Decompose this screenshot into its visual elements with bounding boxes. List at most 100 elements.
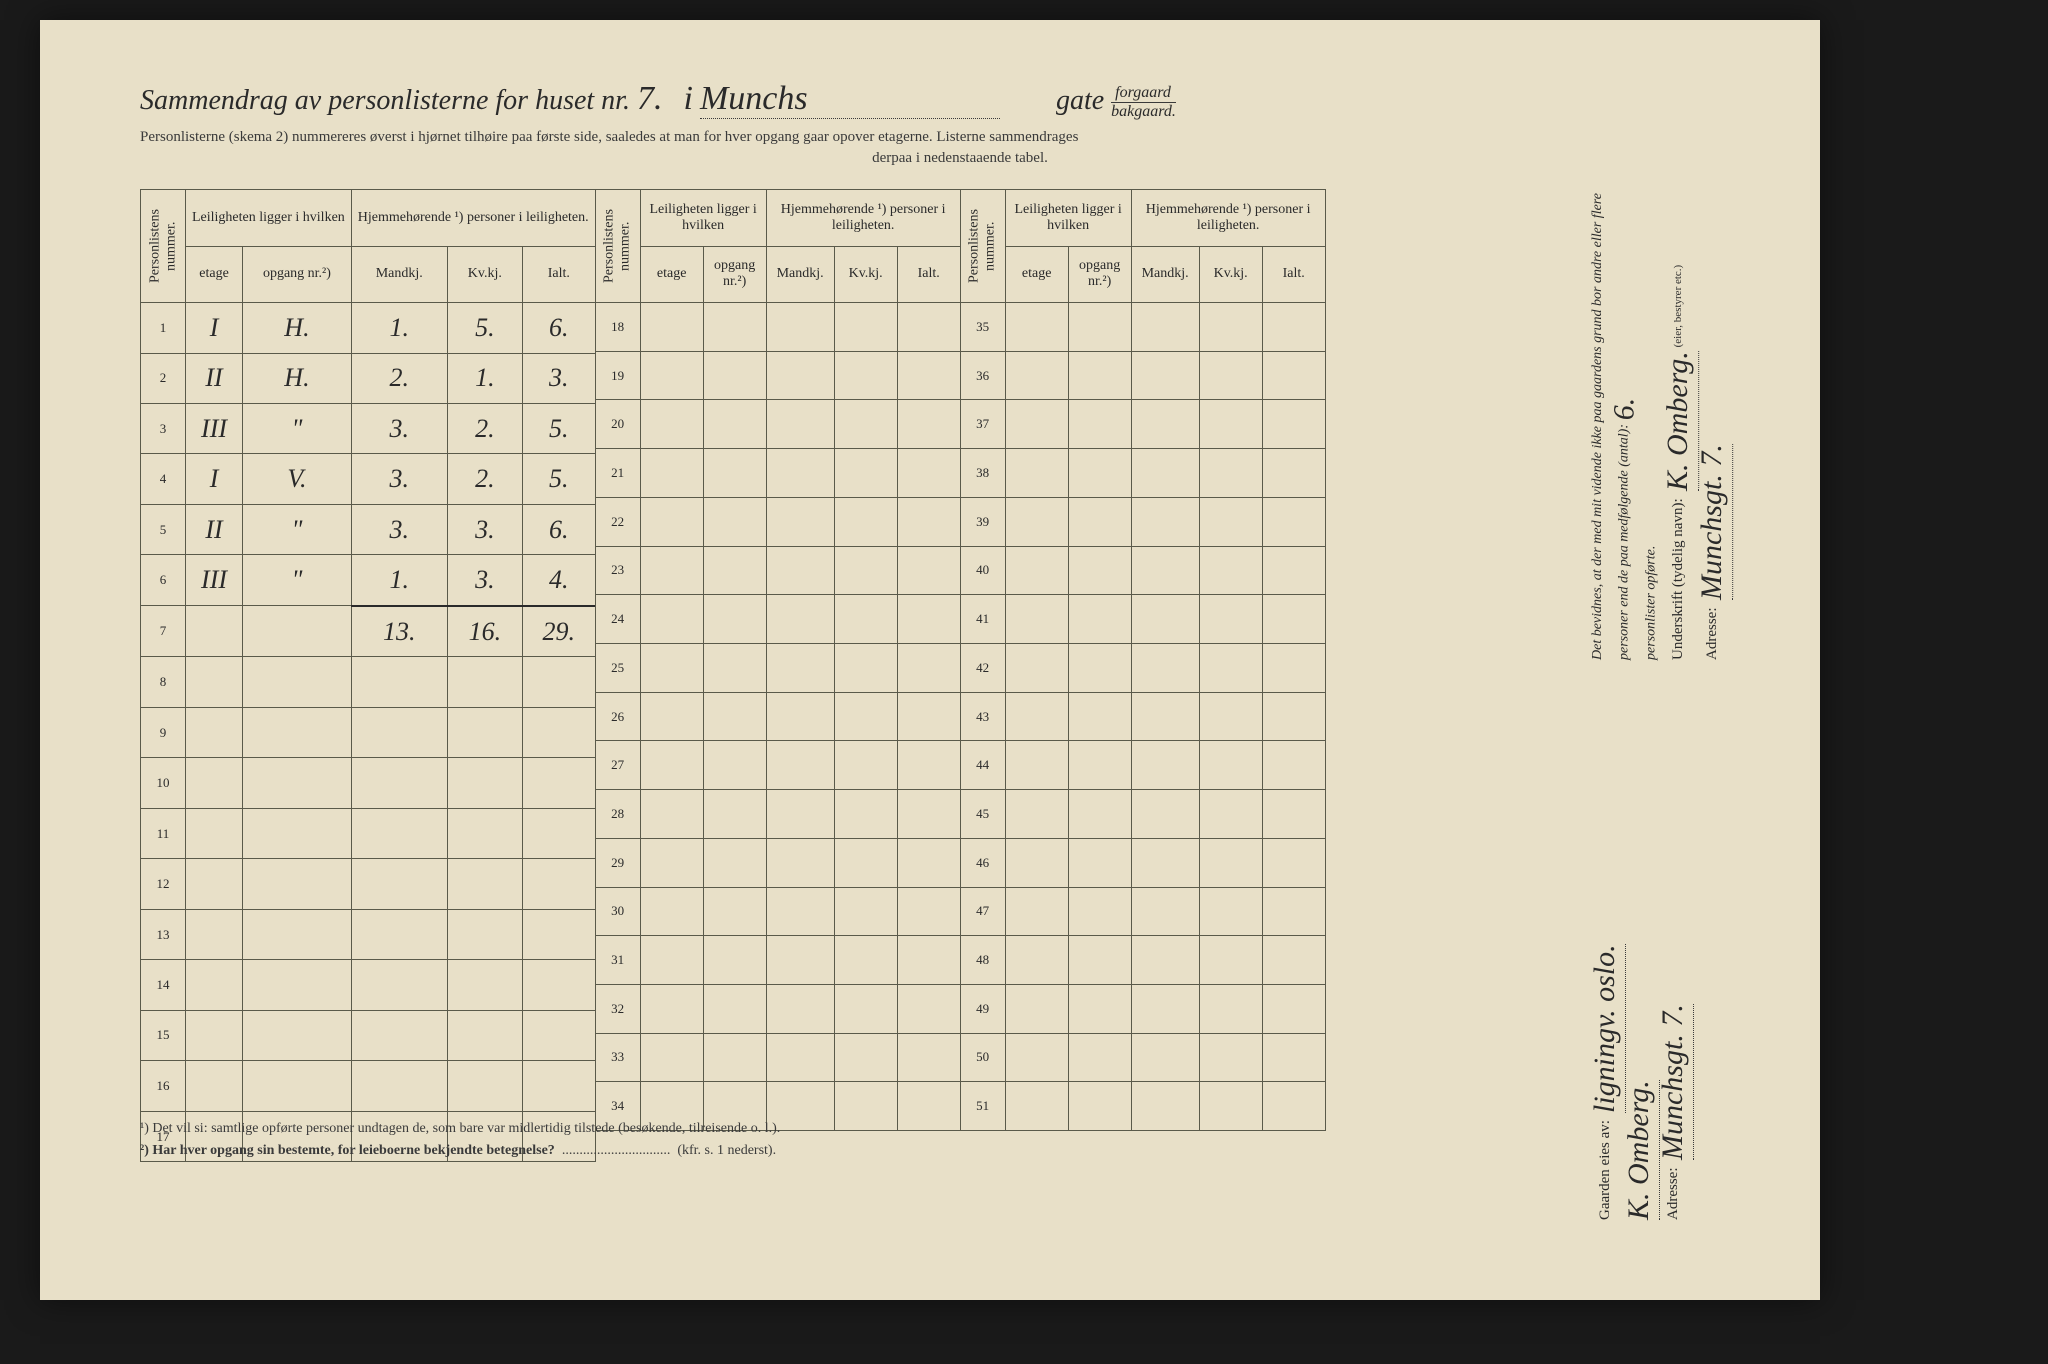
- adresse-label-2: Adresse:: [1704, 608, 1720, 661]
- col-personlistens-nummer: Personlistens nummer.: [141, 190, 186, 303]
- row-number: 51: [960, 1082, 1005, 1131]
- cell-kvkj: 5.: [447, 303, 522, 353]
- cell-ialt: 4.: [522, 555, 595, 606]
- table-row-empty: 23: [595, 546, 960, 595]
- row-number: 35: [960, 303, 1005, 352]
- table-row-empty: 10: [141, 758, 596, 808]
- col-mandkj-3: Mandkj.: [1131, 246, 1199, 303]
- cell-mandkj: 2.: [351, 353, 447, 403]
- row-number: 37: [960, 400, 1005, 449]
- table-row-empty: 18: [595, 303, 960, 352]
- col-leiligheten-3: Leiligheten ligger i hvilken: [1005, 190, 1131, 247]
- table-row-empty: 16: [141, 1061, 596, 1111]
- table-row-empty: 13: [141, 909, 596, 959]
- cell-mandkj: 3.: [351, 454, 447, 504]
- cell-opgang: H.: [243, 303, 352, 353]
- row-number: 10: [141, 758, 186, 808]
- table-row: 4IV.3.2.5.: [141, 454, 596, 504]
- adresse-handwritten: Munchsgt. 7.: [1656, 1004, 1694, 1160]
- table-row-empty: 43: [960, 692, 1325, 741]
- gate-label: gate: [1056, 85, 1104, 116]
- table-row-empty: 38: [960, 449, 1325, 498]
- document-page: Sammendrag av personlisterne for huset n…: [40, 20, 1820, 1300]
- cell-mandkj: 1.: [351, 303, 447, 353]
- cell-opgang: V.: [243, 454, 352, 504]
- col-opgang-2: opgang nr.²): [703, 246, 766, 303]
- col-opgang-3: opgang nr.²): [1068, 246, 1131, 303]
- title-line: Sammendrag av personlisterne for huset n…: [140, 80, 1780, 121]
- col-leiligheten-2: Leiligheten ligger i hvilken: [640, 190, 766, 247]
- declaration-block: Det bevidnes, at der med mit vidende ikk…: [1588, 140, 1729, 660]
- row-number: 9: [141, 707, 186, 757]
- table-row: 1IH.1.5.6.: [141, 303, 596, 353]
- sum-row: 713.16.29.: [141, 606, 596, 657]
- row-number: 50: [960, 1033, 1005, 1082]
- col-kvkj-3: Kv.kj.: [1199, 246, 1262, 303]
- row-number: 21: [595, 449, 640, 498]
- cell-opgang: ": [243, 555, 352, 606]
- row-number: 47: [960, 887, 1005, 936]
- sum-ialt: 29.: [522, 606, 595, 657]
- table-row-empty: 30: [595, 887, 960, 936]
- table-row-empty: 40: [960, 546, 1325, 595]
- table-row-empty: 19: [595, 351, 960, 400]
- col-ialt-2: Ialt.: [897, 246, 960, 303]
- cell-mandkj: 3.: [351, 404, 447, 454]
- row-number: 33: [595, 1033, 640, 1082]
- table-row-empty: 51: [960, 1082, 1325, 1131]
- row-number: 2: [141, 353, 186, 403]
- row-number: 27: [595, 741, 640, 790]
- table-row-empty: 49: [960, 984, 1325, 1033]
- cell-empty: [243, 606, 352, 657]
- table-row-empty: 36: [960, 351, 1325, 400]
- cell-kvkj: 2.: [447, 404, 522, 454]
- cell-ialt: 5.: [522, 404, 595, 454]
- table-row-empty: 32: [595, 984, 960, 1033]
- cell-kvkj: 1.: [447, 353, 522, 403]
- col-opgang: opgang nr.²): [243, 246, 352, 303]
- table-row-empty: 22: [595, 497, 960, 546]
- cell-etage: III: [186, 404, 243, 454]
- antal-handwritten: 6.: [1608, 398, 1641, 421]
- col-etage: etage: [186, 246, 243, 303]
- census-table-block-1: Personlistens nummer. Leiligheten ligger…: [140, 189, 596, 1162]
- table-row-empty: 42: [960, 644, 1325, 693]
- row-number: 1: [141, 303, 186, 353]
- title-prefix: Sammendrag av personlisterne for huset n…: [140, 85, 630, 116]
- cell-etage: II: [186, 504, 243, 554]
- table-row-empty: 39: [960, 497, 1325, 546]
- right-vertical-panel: Det bevidnes, at der med mit vidende ikk…: [1570, 140, 1770, 1200]
- sum-mandkj: 13.: [351, 606, 447, 657]
- declaration-text: Det bevidnes, at der med mit vidende ikk…: [1590, 193, 1632, 660]
- forgaard-label: forgaard: [1111, 84, 1176, 103]
- cell-opgang: ": [243, 404, 352, 454]
- cell-etage: I: [186, 454, 243, 504]
- row-number: 5: [141, 504, 186, 554]
- subtitle-1: Personlisterne (skema 2) nummereres øver…: [140, 129, 1780, 146]
- table-row: 5II"3.3.6.: [141, 504, 596, 554]
- table-row-empty: 45: [960, 790, 1325, 839]
- table-row-empty: 33: [595, 1033, 960, 1082]
- cell-etage: III: [186, 555, 243, 606]
- col-hjemmehorende-3: Hjemmehørende ¹) personer i leiligheten.: [1131, 190, 1325, 247]
- signature-handwritten: K. Omberg.: [1661, 351, 1699, 491]
- row-number: 43: [960, 692, 1005, 741]
- table-row-empty: 44: [960, 741, 1325, 790]
- table-row-empty: 28: [595, 790, 960, 839]
- title-i: i: [683, 80, 692, 117]
- adresse-label: Adresse:: [1665, 1168, 1681, 1221]
- cell-opgang: ": [243, 504, 352, 554]
- col-mandkj: Mandkj.: [351, 246, 447, 303]
- cell-ialt: 6.: [522, 504, 595, 554]
- row-number: 8: [141, 657, 186, 707]
- row-number: 44: [960, 741, 1005, 790]
- footnote-2: ²) Har hver opgang sin bestemte, for lei…: [140, 1143, 1780, 1159]
- row-number: 38: [960, 449, 1005, 498]
- cell-mandkj: 1.: [351, 555, 447, 606]
- table-row-empty: 9: [141, 707, 596, 757]
- col-ialt: Ialt.: [522, 246, 595, 303]
- table-row-empty: 35: [960, 303, 1325, 352]
- adresse-2-handwritten: Munchsgt. 7.: [1695, 444, 1733, 600]
- row-number: 13: [141, 909, 186, 959]
- row-number: 30: [595, 887, 640, 936]
